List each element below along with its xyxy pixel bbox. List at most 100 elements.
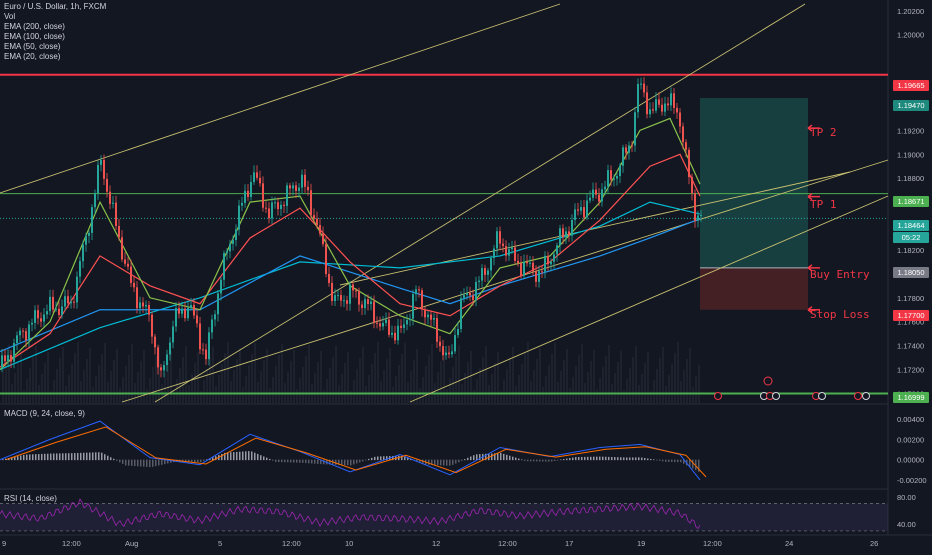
candle-body xyxy=(412,294,414,319)
macd-histogram-bar xyxy=(407,458,409,461)
macd-histogram-bar xyxy=(50,453,52,461)
volume-bar xyxy=(452,367,454,403)
macd-histogram-bar xyxy=(680,459,682,463)
candle-body xyxy=(388,319,390,335)
volume-bar xyxy=(503,380,505,403)
macd-histogram-bar xyxy=(23,454,25,461)
volume-bar xyxy=(545,376,547,403)
stop-loss-price-tag: 1.17700 xyxy=(893,310,929,321)
volume-bar xyxy=(107,382,109,403)
macd-signal-line xyxy=(5,426,707,478)
volume-bar xyxy=(446,389,448,403)
volume-bar xyxy=(383,370,385,403)
macd-histogram-bar xyxy=(653,459,655,461)
price-tick-label: 1.17800 xyxy=(897,294,924,303)
volume-bar xyxy=(230,381,232,403)
candle-body xyxy=(100,159,102,165)
candle-body xyxy=(421,290,423,310)
macd-histogram-bar xyxy=(353,459,355,465)
candle-body xyxy=(43,314,45,322)
macd-histogram-bar xyxy=(146,459,148,467)
volume-bar xyxy=(518,375,520,403)
volume-bar xyxy=(248,365,250,403)
macd-histogram-bar xyxy=(194,459,196,462)
volume-bar xyxy=(605,356,607,403)
trendline xyxy=(0,3,561,194)
candle-body xyxy=(22,330,24,332)
event-marker-icon xyxy=(862,392,870,400)
volume-bar xyxy=(272,377,274,403)
macd-histogram-bar xyxy=(566,458,568,461)
volume-bar xyxy=(449,378,451,403)
macd-histogram-bar xyxy=(617,457,619,461)
candle-body xyxy=(313,215,315,219)
candle-body xyxy=(70,301,72,304)
macd-histogram-bar xyxy=(647,458,649,461)
candle-body xyxy=(157,347,159,368)
candle-body xyxy=(220,279,222,294)
candle-body xyxy=(217,293,219,315)
volume-bar xyxy=(602,367,604,403)
time-axis-label: Aug xyxy=(125,539,138,548)
candle-body xyxy=(580,207,582,211)
macd-histogram-bar xyxy=(539,459,541,462)
macd-histogram-bar xyxy=(116,459,118,461)
volume-bar xyxy=(596,389,598,403)
volume-bar xyxy=(371,364,373,403)
candle-body xyxy=(16,335,18,344)
candle-body xyxy=(376,322,378,324)
macd-histogram-bar xyxy=(314,459,316,464)
candle-body xyxy=(286,185,288,206)
volume-bar xyxy=(374,353,376,403)
macd-histogram-bar xyxy=(620,457,622,461)
candle-body xyxy=(661,104,663,112)
event-marker-icon xyxy=(854,392,862,400)
candle-body xyxy=(181,308,183,314)
volume-bar xyxy=(317,362,319,403)
volume-bar xyxy=(548,365,550,403)
macd-histogram-bar xyxy=(446,459,448,466)
volume-bar xyxy=(278,355,280,403)
macd-histogram-bar xyxy=(278,459,280,463)
candle-body xyxy=(307,186,309,191)
macd-histogram-bar xyxy=(545,459,547,462)
macd-histogram-bar xyxy=(68,453,70,461)
candle-body xyxy=(520,263,522,276)
volume-bar xyxy=(632,357,634,403)
candle-body xyxy=(529,262,531,264)
candle-body xyxy=(49,296,51,312)
macd-histogram-bar xyxy=(128,459,130,466)
candle-body xyxy=(460,298,462,330)
volume-bar xyxy=(443,350,445,403)
volume-bar xyxy=(593,350,595,403)
volume-bar xyxy=(62,347,64,403)
volume-bar xyxy=(32,357,34,403)
buy-entry-annotation: Buy Entry xyxy=(810,268,870,281)
candle-body xyxy=(358,290,360,305)
macd-histogram-bar xyxy=(110,457,112,461)
candle-body xyxy=(295,185,297,191)
candle-body xyxy=(493,248,495,259)
candle-body xyxy=(451,351,453,355)
macd-histogram-bar xyxy=(365,459,367,461)
macd-histogram-bar xyxy=(641,457,643,461)
macd-histogram-bar xyxy=(287,459,289,463)
candle-body xyxy=(238,205,240,230)
volume-bar xyxy=(425,366,427,403)
candle-body xyxy=(25,331,27,341)
volume-bar xyxy=(80,381,82,403)
macd-histogram-bar xyxy=(275,459,277,462)
macd-histogram-bar xyxy=(356,459,358,464)
volume-bar xyxy=(413,360,415,403)
candle-body xyxy=(694,193,696,221)
volume-bar xyxy=(551,354,553,403)
volume-bar xyxy=(275,366,277,403)
rsi-band xyxy=(0,503,888,531)
volume-bar xyxy=(575,366,577,403)
volume-bar xyxy=(209,358,211,403)
candle-body xyxy=(427,314,429,318)
price-tick-label: 1.18200 xyxy=(897,246,924,255)
candle-body xyxy=(79,261,81,277)
